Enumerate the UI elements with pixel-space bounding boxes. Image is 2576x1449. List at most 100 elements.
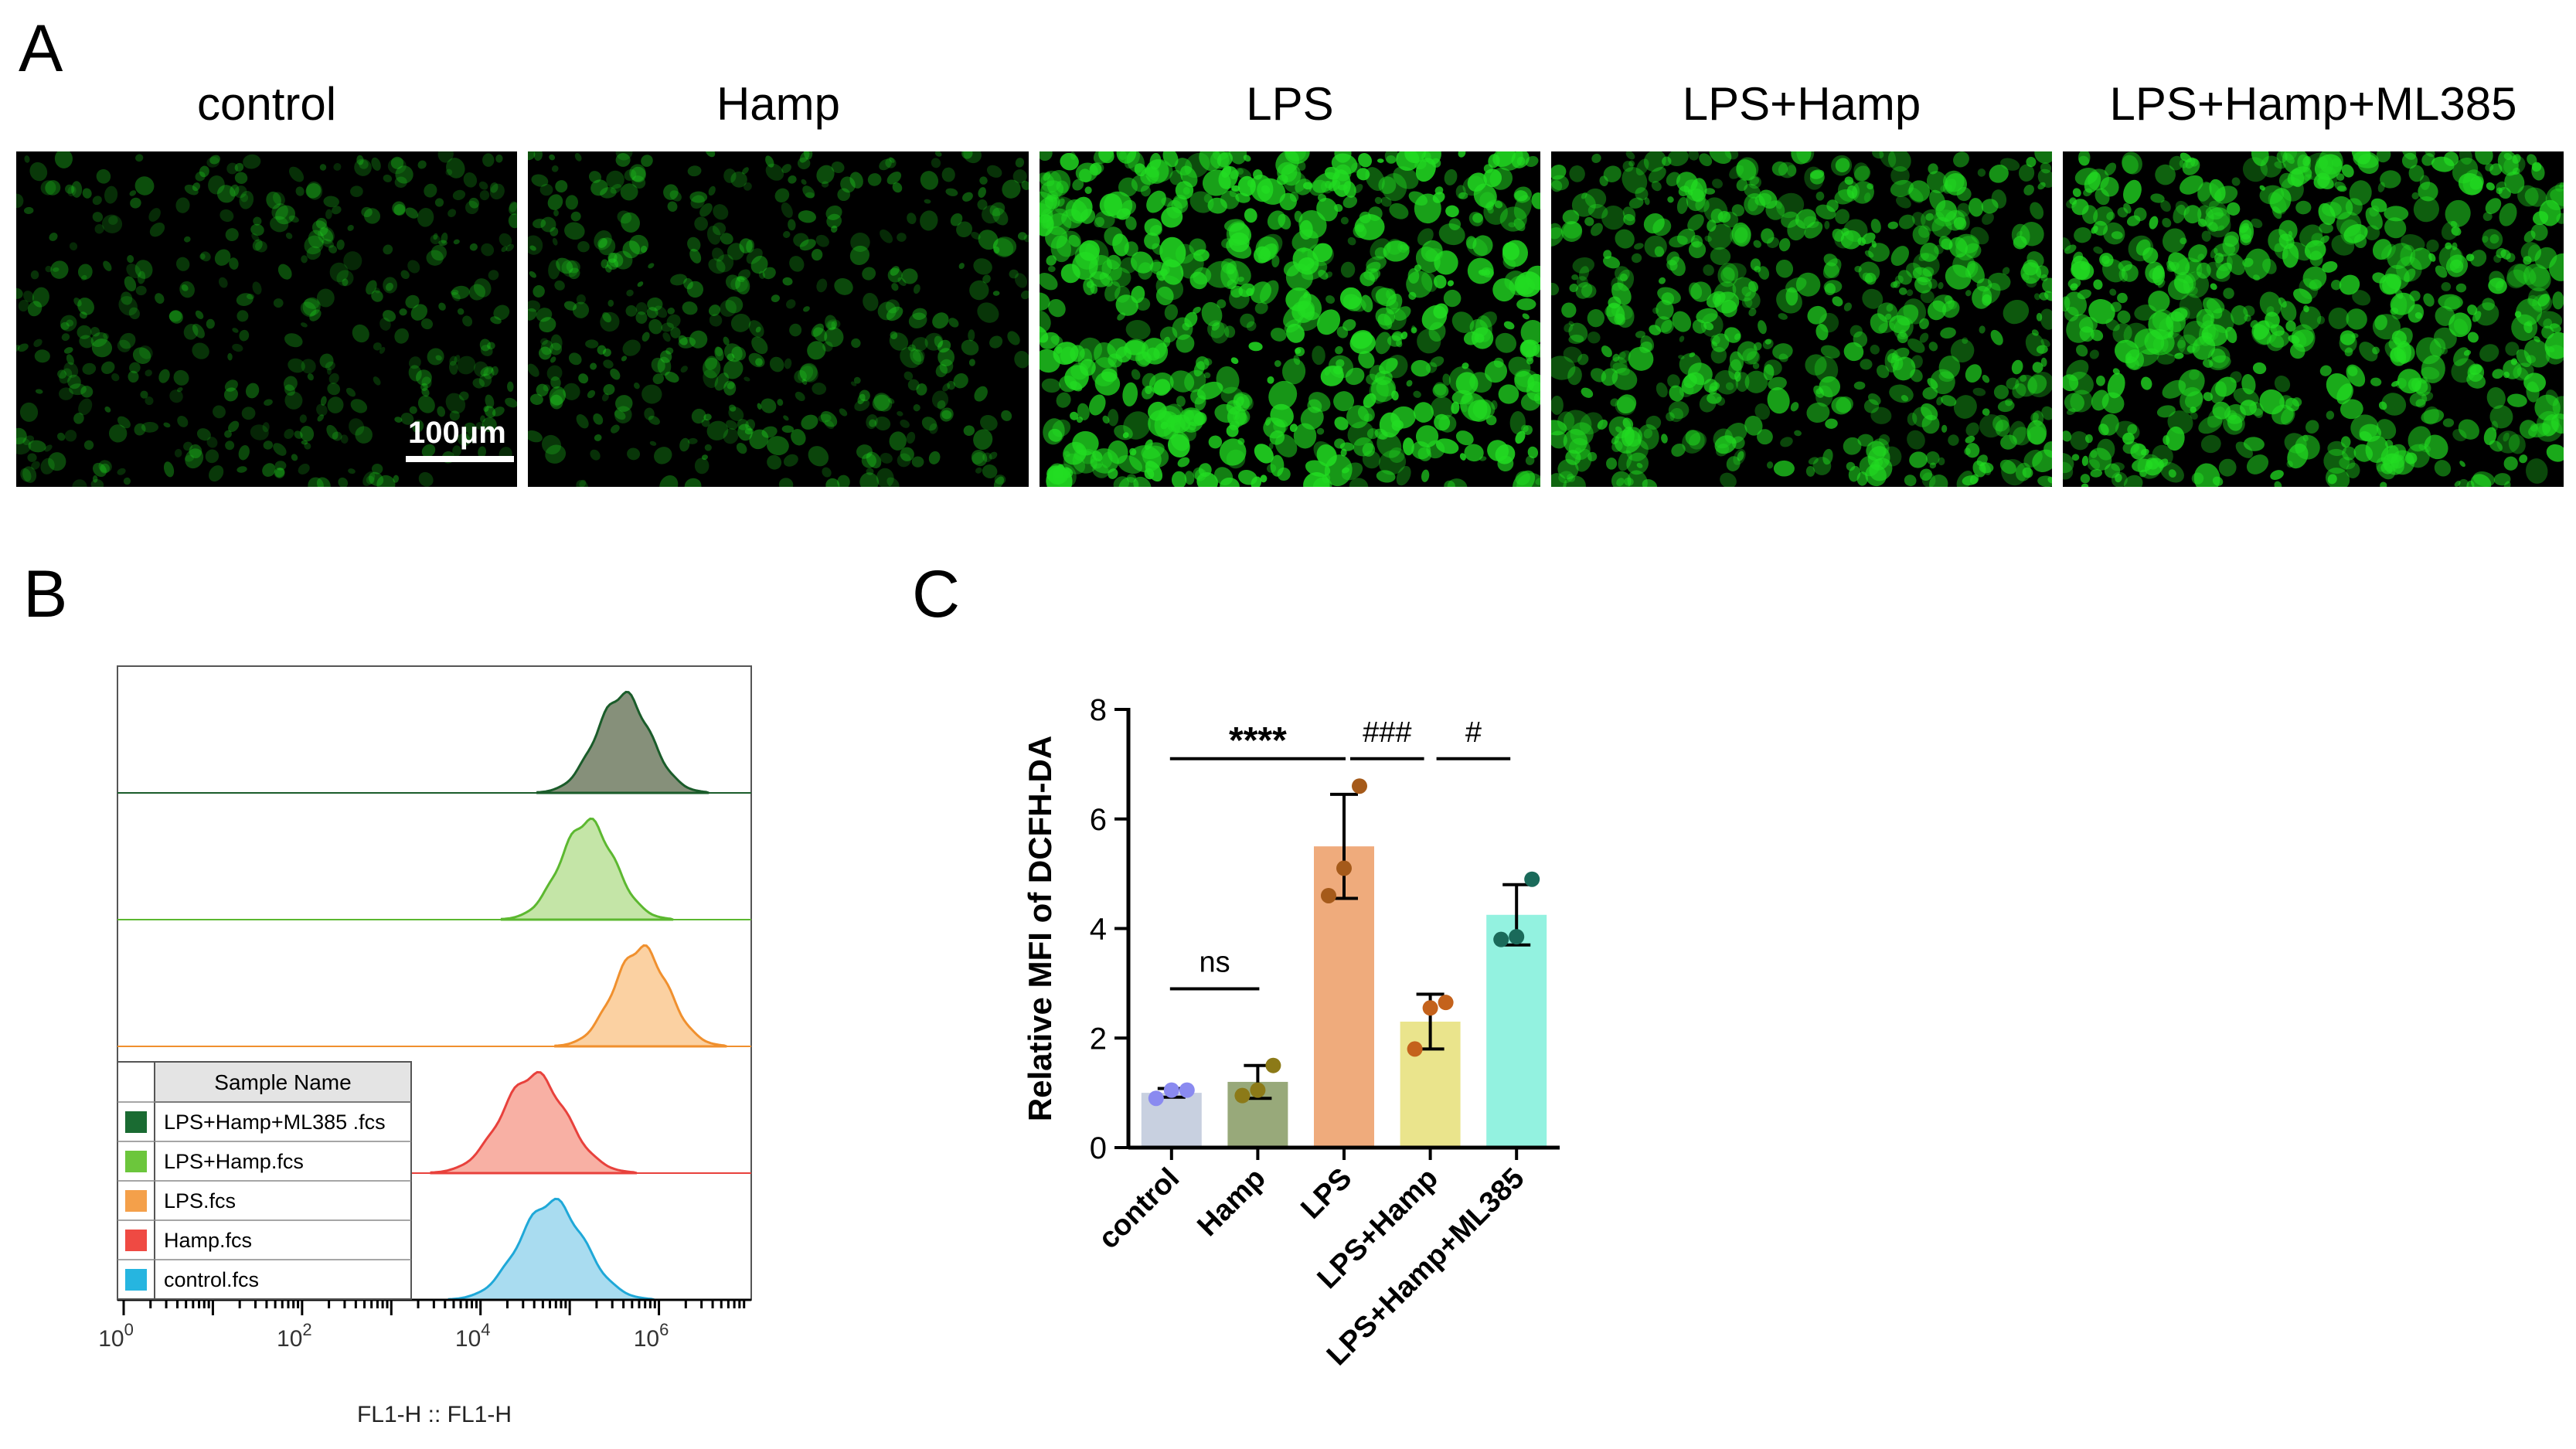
cell	[1575, 281, 1593, 299]
cell	[2078, 151, 2091, 166]
cell	[649, 440, 657, 446]
cell	[1376, 431, 1402, 458]
cell	[1591, 153, 1601, 163]
cell	[420, 318, 434, 330]
cell	[183, 441, 193, 451]
cell	[304, 298, 319, 309]
cell	[712, 247, 724, 262]
cell	[1268, 442, 1274, 450]
cell	[863, 292, 879, 311]
cell	[826, 213, 842, 229]
cell	[2135, 239, 2151, 256]
cell	[2097, 438, 2115, 461]
cell	[1325, 295, 1336, 304]
cell	[134, 176, 155, 196]
cell	[487, 342, 495, 350]
cell	[1919, 318, 1929, 330]
cell	[77, 298, 94, 315]
cell	[332, 431, 342, 441]
cell	[218, 277, 228, 288]
cell	[956, 221, 973, 238]
cell	[1363, 393, 1376, 408]
cell	[2064, 244, 2077, 254]
cell	[1871, 438, 1890, 457]
cell	[1283, 304, 1305, 328]
cell	[1982, 375, 1990, 383]
cell	[2074, 227, 2091, 243]
cell	[1669, 235, 1688, 248]
cell	[2454, 481, 2461, 487]
cell	[737, 423, 753, 441]
cell	[492, 406, 505, 417]
cell	[2072, 188, 2081, 197]
cell	[1131, 369, 1141, 380]
cell	[1040, 292, 1050, 311]
cell	[973, 429, 993, 451]
cell	[816, 278, 828, 293]
cell	[127, 255, 134, 264]
cell	[682, 301, 698, 315]
cell	[1342, 196, 1358, 209]
cell	[1203, 358, 1213, 366]
cell	[795, 391, 805, 401]
cell	[359, 159, 369, 169]
cell	[820, 411, 838, 427]
cell	[49, 233, 58, 242]
cell	[1040, 272, 1058, 291]
cell	[968, 359, 975, 366]
cell	[2284, 433, 2307, 454]
cell	[274, 468, 285, 478]
cell	[2270, 470, 2284, 480]
cell	[931, 158, 941, 168]
cell	[48, 452, 66, 471]
cell	[469, 243, 478, 251]
cell	[1485, 415, 1497, 426]
cell	[92, 475, 98, 483]
cell	[383, 277, 398, 294]
cell	[1907, 338, 1925, 353]
cell	[1211, 321, 1220, 331]
cell	[1806, 402, 1830, 423]
cell	[441, 232, 448, 244]
cell	[892, 182, 903, 193]
cell	[457, 308, 464, 315]
cell	[897, 277, 907, 287]
legend-header-cell	[154, 1061, 412, 1103]
cell	[1278, 213, 1291, 230]
cell	[665, 347, 674, 355]
cell	[2069, 197, 2077, 206]
cell	[1193, 249, 1210, 262]
cell	[234, 172, 248, 184]
cell	[1936, 396, 1943, 406]
cell	[1366, 373, 1378, 385]
cell	[1863, 399, 1880, 413]
cell	[1953, 151, 1969, 168]
cell	[179, 281, 195, 298]
cell	[485, 394, 495, 409]
cell	[1822, 448, 1833, 465]
data-point	[1524, 871, 1540, 887]
cell	[2458, 419, 2479, 440]
cell	[2139, 469, 2147, 478]
cell	[482, 417, 497, 432]
cell	[2183, 321, 2209, 346]
cell	[834, 277, 853, 295]
cell	[1415, 158, 1436, 182]
cell	[1159, 236, 1186, 267]
cell	[2112, 323, 2132, 344]
data-point	[1336, 860, 1352, 876]
panel-label-b: B	[23, 557, 68, 631]
cell	[283, 376, 298, 391]
cell	[184, 184, 199, 196]
cell	[1965, 364, 1982, 383]
cell	[2339, 457, 2356, 470]
cell	[1669, 385, 1684, 402]
cell	[900, 447, 914, 461]
data-point	[1234, 1087, 1251, 1104]
cell	[2105, 318, 2120, 332]
cell	[1138, 262, 1153, 280]
cell	[708, 258, 726, 274]
cell	[2341, 164, 2354, 178]
cell	[723, 380, 737, 396]
cell	[982, 205, 1001, 224]
